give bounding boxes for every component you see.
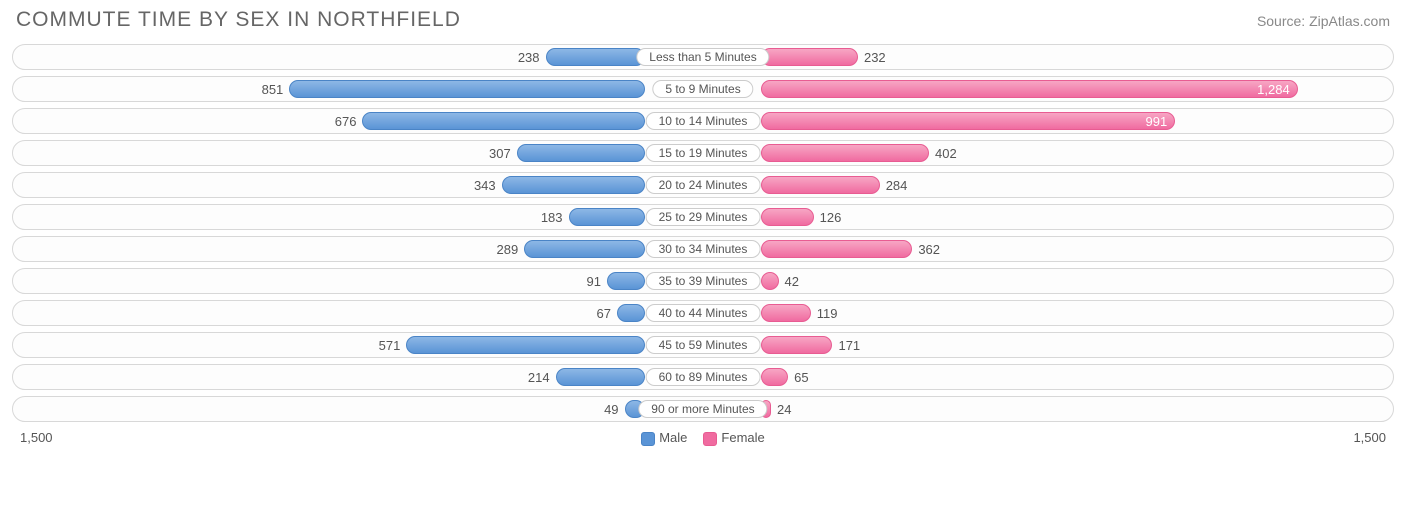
category-label: 15 to 19 Minutes: [646, 144, 761, 162]
female-value: 362: [918, 237, 940, 262]
male-bar: [289, 80, 645, 98]
source-name: ZipAtlas.com: [1309, 13, 1390, 29]
chart-row: 676 991 10 to 14 Minutes: [12, 108, 1394, 134]
category-label: 90 or more Minutes: [638, 400, 767, 418]
male-value: 307: [489, 141, 511, 166]
chart-row: 183 126 25 to 29 Minutes: [12, 204, 1394, 230]
category-label: Less than 5 Minutes: [636, 48, 769, 66]
male-value: 183: [541, 205, 563, 230]
female-value: 1,284: [1248, 77, 1298, 102]
male-bar: [502, 176, 645, 194]
category-label: 20 to 24 Minutes: [646, 176, 761, 194]
chart-row: 49 24 90 or more Minutes: [12, 396, 1394, 422]
source-prefix: Source:: [1257, 13, 1309, 29]
male-value: 571: [379, 333, 401, 358]
category-label: 60 to 89 Minutes: [646, 368, 761, 386]
chart-row: 571 171 45 to 59 Minutes: [12, 332, 1394, 358]
category-label: 40 to 44 Minutes: [646, 304, 761, 322]
category-label: 45 to 59 Minutes: [646, 336, 761, 354]
category-label: 25 to 29 Minutes: [646, 208, 761, 226]
legend-male-label: Male: [659, 430, 687, 445]
female-value: 119: [817, 301, 838, 326]
chart-row: 67 119 40 to 44 Minutes: [12, 300, 1394, 326]
chart-title: COMMUTE TIME BY SEX IN NORTHFIELD: [16, 8, 461, 32]
male-value: 214: [528, 365, 550, 390]
male-bar: [556, 368, 645, 386]
category-label: 35 to 39 Minutes: [646, 272, 761, 290]
male-bar: [546, 48, 645, 66]
male-bar: [406, 336, 645, 354]
male-bar: [617, 304, 645, 322]
female-bar: [761, 144, 929, 162]
chart-row: 238 232 Less than 5 Minutes: [12, 44, 1394, 70]
chart-header: COMMUTE TIME BY SEX IN NORTHFIELD Source…: [12, 8, 1394, 32]
chart-row: 214 65 60 to 89 Minutes: [12, 364, 1394, 390]
axis-max-right: 1,500: [1353, 430, 1386, 445]
male-value: 343: [474, 173, 496, 198]
female-bar: [761, 240, 912, 258]
female-bar: [761, 304, 811, 322]
chart-footer: 1,500 Male Female 1,500: [12, 428, 1394, 446]
male-value: 238: [518, 45, 540, 70]
chart-row: 289 362 30 to 34 Minutes: [12, 236, 1394, 262]
male-bar: [524, 240, 645, 258]
female-bar: [761, 48, 858, 66]
male-value: 676: [335, 109, 357, 134]
female-bar: [761, 368, 788, 386]
legend-female-label: Female: [721, 430, 764, 445]
diverging-bar-chart: 238 232 Less than 5 Minutes 851 1,284 5 to 9 …: [12, 44, 1394, 422]
legend-female: Female: [703, 430, 764, 446]
legend-male: Male: [641, 430, 687, 446]
category-label: 30 to 34 Minutes: [646, 240, 761, 258]
female-value: 126: [820, 205, 842, 230]
male-bar: [517, 144, 645, 162]
axis-max-left: 1,500: [20, 430, 53, 445]
female-value: 42: [785, 269, 799, 294]
female-bar: [761, 112, 1175, 130]
female-bar: [761, 176, 880, 194]
male-value: 67: [597, 301, 611, 326]
female-swatch-icon: [703, 432, 717, 446]
female-value: 232: [864, 45, 886, 70]
male-bar: [607, 272, 645, 290]
female-value: 65: [794, 365, 808, 390]
female-value: 402: [935, 141, 957, 166]
male-value: 91: [587, 269, 601, 294]
female-value: 991: [1125, 109, 1175, 134]
male-value: 851: [262, 77, 284, 102]
category-label: 5 to 9 Minutes: [652, 80, 753, 98]
chart-row: 307 402 15 to 19 Minutes: [12, 140, 1394, 166]
chart-row: 851 1,284 5 to 9 Minutes: [12, 76, 1394, 102]
female-value: 284: [886, 173, 908, 198]
female-bar: [761, 336, 832, 354]
male-value: 289: [497, 237, 519, 262]
male-bar: [362, 112, 645, 130]
chart-row: 343 284 20 to 24 Minutes: [12, 172, 1394, 198]
chart-row: 91 42 35 to 39 Minutes: [12, 268, 1394, 294]
category-label: 10 to 14 Minutes: [646, 112, 761, 130]
female-bar: [761, 80, 1298, 98]
female-bar: [761, 208, 814, 226]
chart-source: Source: ZipAtlas.com: [1257, 13, 1390, 29]
male-bar: [569, 208, 645, 226]
female-bar: [761, 272, 779, 290]
male-swatch-icon: [641, 432, 655, 446]
legend: Male Female: [641, 430, 765, 446]
male-value: 49: [604, 397, 618, 422]
female-value: 171: [838, 333, 860, 358]
female-value: 24: [777, 397, 791, 422]
